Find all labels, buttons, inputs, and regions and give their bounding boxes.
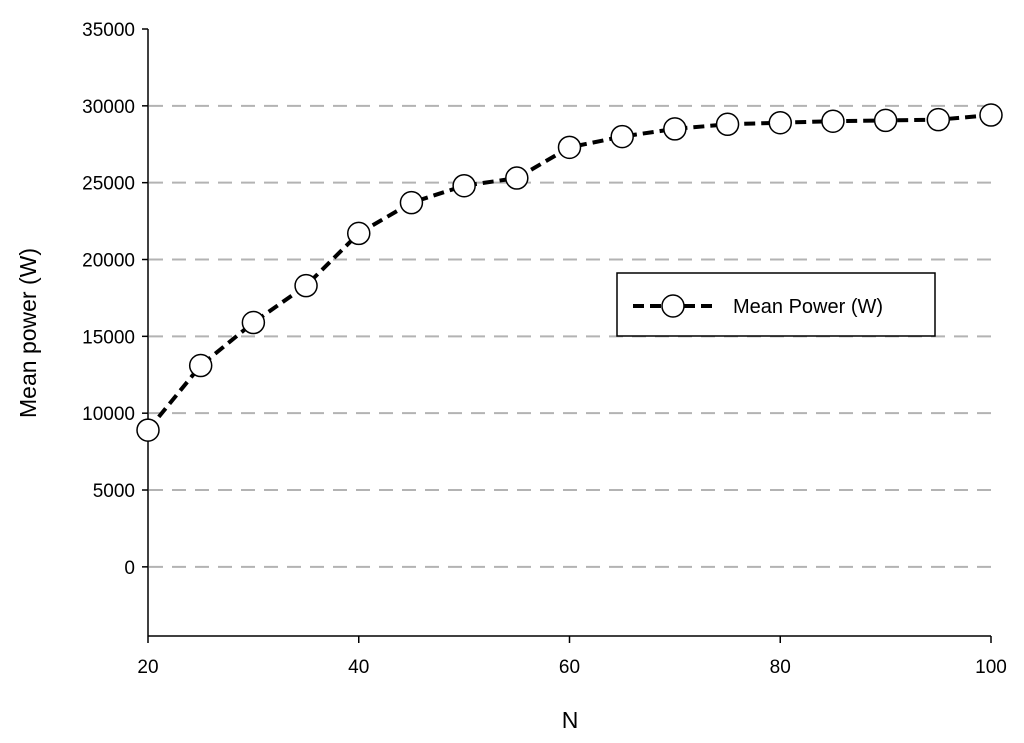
data-point bbox=[821, 109, 845, 133]
x-tick-label: 60 bbox=[559, 657, 580, 678]
data-point bbox=[399, 190, 424, 215]
y-tick-label: 10000 bbox=[82, 404, 135, 425]
tick-labels: 0 5000 10000 15000 20000 25000 30000 35000 20 40 6… bbox=[82, 20, 1007, 678]
x-tick-label: 100 bbox=[975, 657, 1007, 678]
y-tick-label: 0 bbox=[124, 558, 135, 579]
y-tick-label: 15000 bbox=[82, 327, 135, 348]
legend: Mean Power (W) bbox=[616, 272, 936, 337]
y-tick-label: 5000 bbox=[93, 481, 135, 502]
y-tick-label: 35000 bbox=[82, 20, 135, 41]
data-point bbox=[294, 273, 318, 298]
x-tick-label: 40 bbox=[348, 657, 369, 678]
y-tick-label: 30000 bbox=[82, 97, 135, 118]
data-point bbox=[505, 166, 529, 190]
data-point bbox=[715, 112, 740, 137]
data-point bbox=[873, 108, 898, 133]
data-point bbox=[979, 103, 1003, 127]
y-axis-title: Mean power (W) bbox=[15, 248, 41, 418]
data-point bbox=[610, 124, 634, 149]
data-point bbox=[768, 110, 792, 135]
data-point bbox=[557, 135, 582, 160]
data-point bbox=[452, 173, 476, 198]
x-tick-label: 80 bbox=[770, 657, 791, 678]
data-point bbox=[926, 107, 951, 132]
data-point bbox=[136, 418, 160, 442]
y-tick-label: 20000 bbox=[82, 251, 135, 272]
x-tick-label: 20 bbox=[137, 657, 158, 678]
series-mean-power bbox=[136, 103, 1003, 442]
data-point bbox=[188, 353, 213, 378]
data-point bbox=[241, 310, 266, 335]
data-point bbox=[347, 221, 371, 246]
data-point bbox=[663, 117, 687, 141]
grid-lines bbox=[149, 104, 991, 568]
legend-label: Mean Power (W) bbox=[733, 296, 883, 318]
y-tick-label: 25000 bbox=[82, 174, 135, 195]
x-axis-title: N bbox=[562, 707, 579, 733]
legend-marker bbox=[661, 294, 685, 318]
